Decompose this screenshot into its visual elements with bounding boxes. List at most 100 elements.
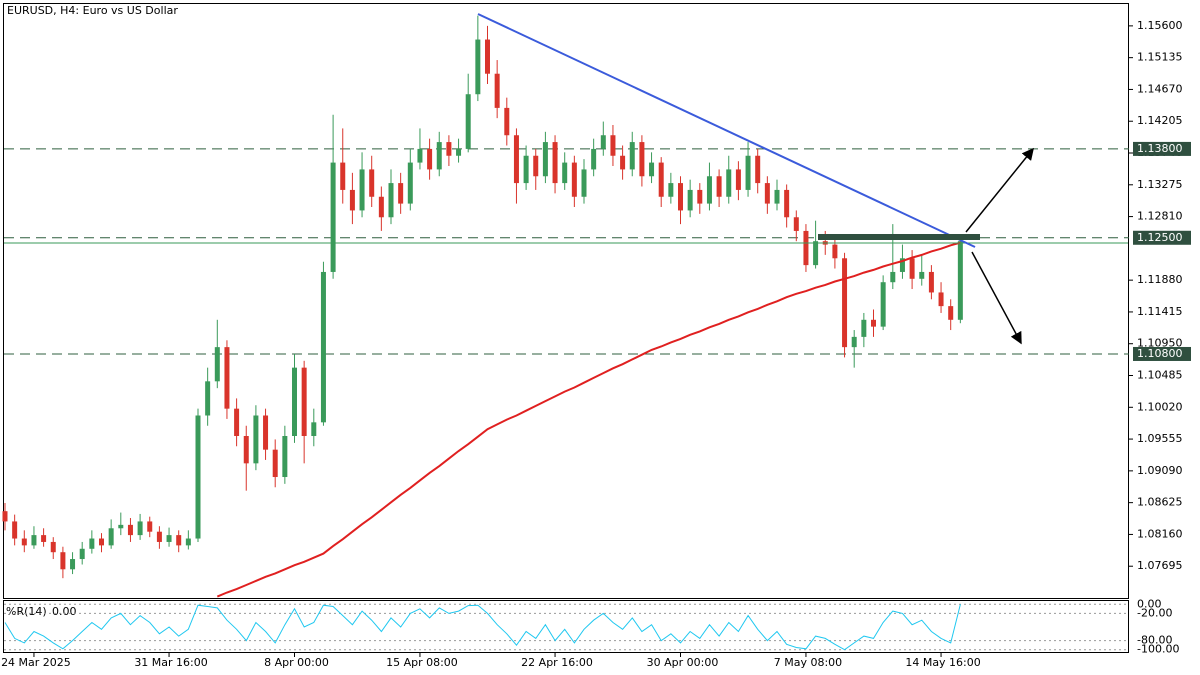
candle-body (12, 521, 18, 539)
candle-body (436, 142, 442, 170)
candle-body (214, 347, 220, 382)
candle-body (813, 241, 819, 266)
candle-body (31, 535, 37, 546)
x-tick-label: 22 Apr 16:00 (521, 656, 593, 669)
y-tick-label: 1.09555 (1137, 432, 1183, 445)
x-tick-label: 24 Mar 2025 (1, 656, 71, 669)
candle-body (282, 436, 288, 478)
candle-body (697, 189, 703, 204)
x-tick-label: 8 Apr 00:00 (264, 656, 329, 669)
plot: 1.156001.151351.146701.142051.137401.132… (2, 15, 1183, 598)
candle-body (349, 189, 355, 211)
candle-body (2, 511, 8, 522)
candle-body (176, 535, 182, 546)
level-label: 1.10800 (1137, 347, 1183, 360)
candle-body (407, 162, 413, 204)
candle-body (890, 271, 896, 283)
candle-body (851, 336, 857, 348)
candle-body (649, 162, 655, 177)
candle-body (50, 541, 56, 553)
candle-body (398, 183, 404, 204)
candle-body (562, 162, 568, 184)
candle-body (108, 528, 114, 546)
y-tick-label: 1.15600 (1137, 19, 1183, 32)
y-tick-label: 1.15135 (1137, 51, 1183, 64)
y-tick-label: 1.08625 (1137, 496, 1183, 509)
candle-body (726, 169, 732, 197)
x-tick-label: 30 Apr 00:00 (647, 656, 719, 669)
candle-body (446, 142, 452, 156)
candle-body (118, 524, 124, 529)
candle-body (340, 162, 346, 190)
candle-body (185, 538, 191, 546)
candle-body (755, 155, 761, 184)
candle-body (21, 538, 27, 546)
indicator-title: %R(14) (6, 605, 47, 618)
candle-body (581, 169, 587, 197)
candle-body (678, 183, 683, 211)
candle-body (243, 436, 249, 464)
level-label: 1.12500 (1137, 231, 1183, 244)
candle-body (330, 162, 336, 272)
candle-body (292, 367, 297, 436)
candle-body (224, 347, 230, 409)
candle-body (320, 271, 326, 423)
chart-title: EURUSD, H4: Euro vs US Dollar (7, 4, 178, 17)
candle-body (60, 552, 66, 570)
candle-body (99, 538, 104, 546)
candle-body (610, 135, 616, 156)
candle-body (253, 415, 259, 464)
candle-body (369, 169, 375, 197)
candle-body (658, 162, 664, 197)
y-tick-label: 1.11880 (1137, 273, 1183, 286)
level-label-box (1133, 346, 1191, 361)
indicator-value: 0.00 (52, 605, 77, 618)
arrow-down (971, 251, 1022, 345)
candle-body (475, 39, 481, 95)
candle-body (871, 319, 876, 327)
candle-body (745, 155, 751, 190)
candle-body (301, 367, 307, 436)
y-tick-label: 1.13275 (1137, 178, 1183, 191)
candle-body (533, 155, 539, 177)
y-tick-label: 1.10485 (1137, 369, 1183, 382)
trendline (477, 13, 976, 248)
candle-body (793, 217, 799, 231)
indicator-tick-label: 0.00 (1137, 597, 1162, 610)
candle-body (600, 135, 606, 149)
candle-body (764, 183, 770, 204)
candle-body (494, 73, 500, 108)
indicator-tick-label: -80.00 (1137, 634, 1172, 647)
candle-body (147, 521, 153, 532)
candle-body (513, 135, 519, 184)
candle-body (899, 258, 905, 272)
candle-body (542, 142, 548, 177)
y-tick-label: 1.09090 (1137, 464, 1183, 477)
candle-body (70, 559, 76, 570)
candle-body (629, 142, 635, 170)
candle-body (156, 531, 162, 542)
candle-body (263, 415, 269, 450)
candle-body (485, 39, 490, 74)
x-tick-label: 14 May 16:00 (905, 656, 980, 669)
candle-body (311, 422, 317, 436)
williams-r-line (4, 604, 961, 651)
candle-body (504, 107, 510, 136)
candle-body (137, 521, 143, 536)
indicator-panel-border (3, 600, 1129, 653)
y-tick-label: 1.08160 (1137, 527, 1183, 540)
level-label: 1.13800 (1137, 142, 1183, 155)
y-tick-label: 1.10950 (1137, 337, 1183, 350)
candle-body (195, 415, 201, 539)
x-tick-label: 7 May 08:00 (774, 656, 842, 669)
candle-body (552, 142, 558, 184)
candle-body (571, 162, 577, 197)
candle-body (427, 148, 433, 170)
y-tick-label: 1.12810 (1137, 210, 1183, 223)
candle-body (861, 319, 867, 337)
candle-body (166, 535, 172, 542)
candle-body (687, 189, 693, 211)
